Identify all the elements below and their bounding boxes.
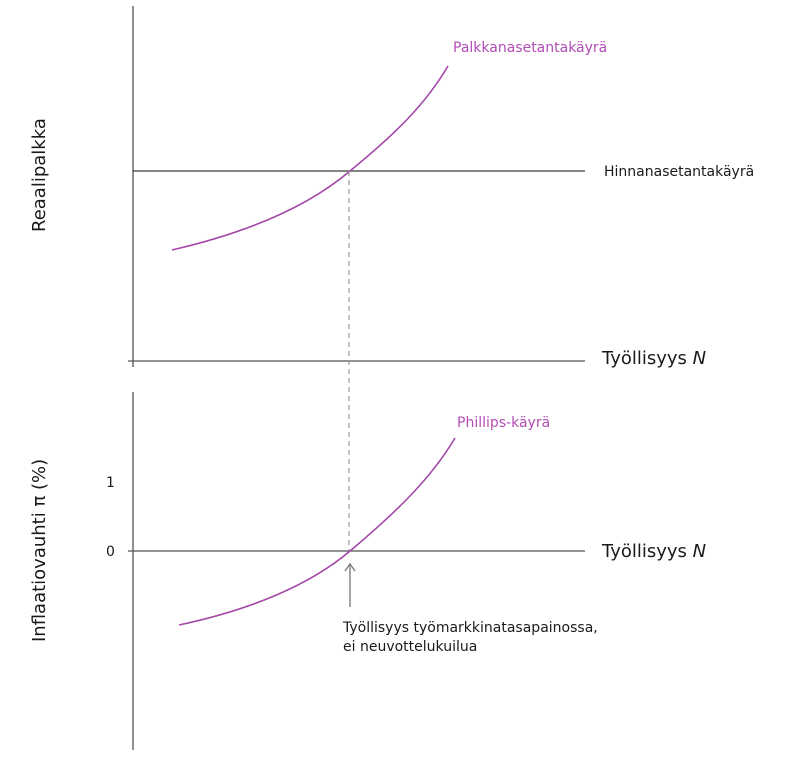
arrow-up-icon xyxy=(344,562,356,607)
top-panel: Palkkanasetantakäyrä Hinnanasetantakäyrä… xyxy=(29,6,754,551)
wage-curve-label: Palkkanasetantakäyrä xyxy=(453,40,607,56)
tick-label-1: 1 xyxy=(106,475,115,491)
phillips-curve-label: Phillips-käyrä xyxy=(457,415,550,431)
annotation-line-1: Työllisyys työmarkkinatasapainossa, xyxy=(342,620,598,636)
top-x-axis-label: Työllisyys N xyxy=(601,348,706,369)
bottom-y-axis-label: Inflaatiovauhti π (%) xyxy=(29,459,50,642)
top-y-axis-label: Reaalipalkka xyxy=(29,118,50,232)
bottom-panel: Phillips-käyrä 1 0 Työllisyys N Inflaati… xyxy=(29,392,706,750)
phillips-curve xyxy=(178,437,456,626)
bottom-x-axis-label: Työllisyys N xyxy=(601,541,706,562)
annotation-line-2: ei neuvottelukuilua xyxy=(343,639,477,655)
tick-label-0: 0 xyxy=(106,544,115,560)
price-curve-label: Hinnanasetantakäyrä xyxy=(604,164,754,180)
wage-setting-curve xyxy=(171,65,449,251)
